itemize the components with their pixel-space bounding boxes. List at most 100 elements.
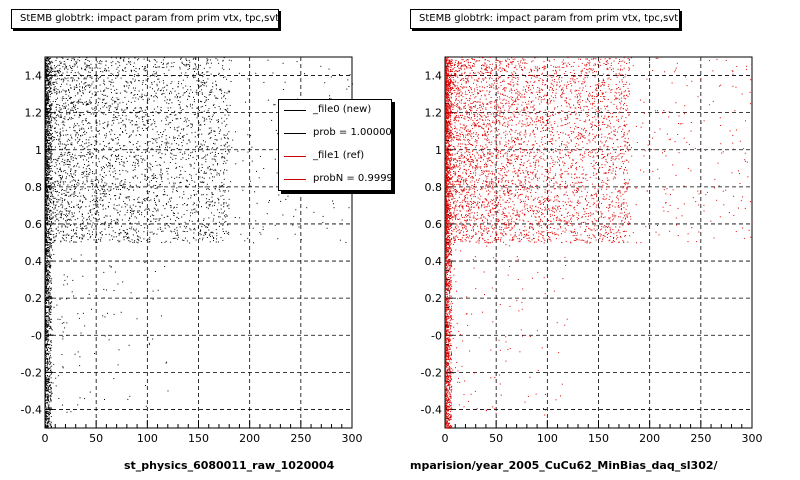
data-point bbox=[118, 98, 120, 100]
data-point bbox=[51, 221, 52, 223]
data-point bbox=[100, 203, 102, 205]
data-point bbox=[223, 173, 225, 175]
data-point bbox=[149, 231, 151, 233]
data-point bbox=[182, 79, 184, 81]
data-point bbox=[80, 101, 82, 103]
data-point bbox=[204, 232, 206, 234]
data-point bbox=[201, 72, 203, 74]
data-point bbox=[332, 200, 334, 202]
data-point bbox=[107, 205, 109, 207]
data-point bbox=[45, 196, 46, 198]
data-point bbox=[170, 218, 171, 220]
data-point bbox=[90, 113, 92, 115]
data-point bbox=[168, 110, 169, 111]
data-point bbox=[158, 134, 160, 136]
data-point bbox=[88, 218, 90, 220]
data-point bbox=[61, 316, 63, 318]
data-point bbox=[154, 121, 156, 123]
data-point bbox=[45, 214, 47, 216]
data-point bbox=[46, 286, 48, 287]
data-point bbox=[98, 180, 100, 182]
data-point bbox=[49, 224, 51, 226]
data-point bbox=[224, 190, 226, 191]
data-point bbox=[68, 213, 70, 215]
data-point bbox=[48, 233, 50, 234]
data-point bbox=[46, 418, 48, 420]
data-point bbox=[81, 188, 83, 190]
data-point bbox=[45, 329, 47, 331]
data-point bbox=[119, 102, 121, 104]
data-point bbox=[144, 143, 146, 144]
data-point bbox=[82, 92, 84, 94]
data-point bbox=[212, 180, 213, 182]
data-point bbox=[83, 196, 85, 198]
data-point bbox=[52, 241, 54, 243]
y-tick-label: 1 bbox=[35, 144, 42, 157]
data-point bbox=[61, 207, 63, 209]
data-point bbox=[133, 211, 135, 213]
data-point bbox=[204, 172, 206, 174]
data-point bbox=[59, 163, 61, 165]
data-point bbox=[67, 218, 69, 220]
data-point bbox=[144, 216, 146, 218]
data-point bbox=[57, 135, 59, 137]
data-point bbox=[209, 233, 211, 235]
data-point bbox=[45, 377, 46, 379]
data-point bbox=[45, 231, 47, 233]
data-point bbox=[124, 145, 126, 147]
data-point bbox=[50, 157, 52, 159]
data-point bbox=[56, 123, 58, 125]
data-point bbox=[49, 292, 51, 294]
data-point bbox=[78, 134, 79, 136]
data-point bbox=[153, 119, 155, 121]
data-point bbox=[50, 65, 52, 67]
data-point bbox=[271, 119, 273, 121]
data-point bbox=[47, 324, 48, 326]
data-point bbox=[84, 183, 86, 185]
data-point bbox=[52, 249, 54, 251]
data-point bbox=[48, 323, 50, 325]
data-point bbox=[195, 58, 197, 60]
data-point bbox=[126, 149, 128, 150]
data-point bbox=[70, 219, 72, 221]
data-point bbox=[316, 192, 318, 194]
data-point bbox=[283, 89, 285, 90]
data-point bbox=[85, 168, 87, 170]
data-point bbox=[45, 412, 47, 413]
data-point bbox=[228, 207, 230, 209]
data-point bbox=[81, 219, 83, 221]
data-point bbox=[53, 136, 55, 138]
data-point bbox=[247, 237, 249, 239]
data-point bbox=[63, 63, 65, 65]
data-point bbox=[46, 264, 48, 266]
data-point bbox=[47, 259, 48, 261]
data-point bbox=[49, 233, 51, 235]
data-point bbox=[45, 94, 47, 96]
data-point bbox=[45, 387, 47, 389]
data-point bbox=[88, 161, 89, 163]
data-point bbox=[52, 212, 54, 214]
data-point bbox=[60, 215, 62, 217]
data-point bbox=[120, 127, 121, 129]
data-point bbox=[48, 115, 50, 117]
data-point bbox=[48, 316, 50, 318]
data-point bbox=[47, 178, 49, 180]
data-point bbox=[163, 131, 165, 133]
data-point bbox=[46, 422, 48, 424]
data-point bbox=[49, 109, 51, 111]
data-point bbox=[70, 186, 72, 188]
data-point bbox=[167, 63, 169, 65]
data-point bbox=[97, 67, 99, 69]
data-point bbox=[167, 173, 169, 175]
data-point bbox=[74, 88, 75, 90]
data-point bbox=[73, 63, 75, 65]
data-point bbox=[45, 318, 46, 320]
data-point bbox=[98, 78, 99, 80]
data-point bbox=[81, 81, 82, 83]
data-point bbox=[45, 339, 47, 340]
data-point bbox=[48, 81, 50, 83]
data-point bbox=[170, 122, 172, 124]
data-point bbox=[47, 98, 49, 100]
data-point bbox=[203, 81, 205, 83]
data-point bbox=[86, 180, 88, 182]
